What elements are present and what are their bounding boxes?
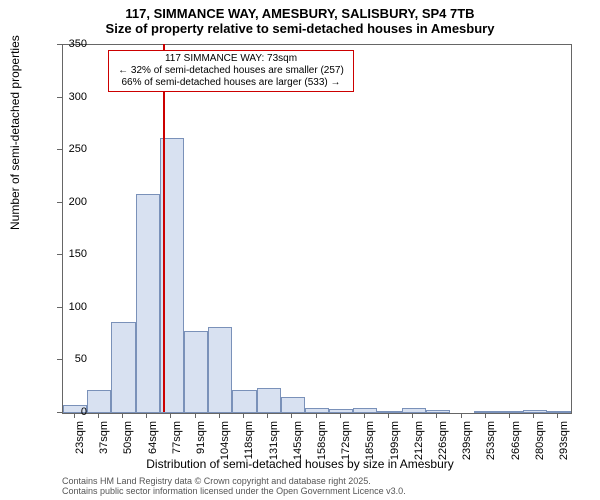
annotation-callout: 117 SIMMANCE WAY: 73sqm← 32% of semi-det… <box>108 50 354 92</box>
x-tick-mark <box>195 413 196 418</box>
histogram-bar <box>87 390 111 413</box>
x-tick-label: 172sqm <box>340 421 352 471</box>
y-axis-label: Number of semi-detached properties <box>8 35 22 230</box>
x-tick-mark <box>509 413 510 418</box>
histogram-bar <box>426 410 450 413</box>
x-tick-label: 212sqm <box>413 421 425 471</box>
x-tick-label: 253sqm <box>485 421 497 471</box>
histogram-bar <box>208 327 232 413</box>
histogram-bar <box>281 397 305 413</box>
title-main: 117, SIMMANCE WAY, AMESBURY, SALISBURY, … <box>0 6 600 21</box>
histogram-bar <box>136 194 160 413</box>
x-tick-label: 37sqm <box>98 421 110 471</box>
x-tick-label: 23sqm <box>74 421 86 471</box>
y-tick-mark <box>57 359 62 360</box>
x-tick-mark <box>485 413 486 418</box>
footer-line-1: Contains HM Land Registry data © Crown c… <box>62 476 406 486</box>
x-tick-mark <box>267 413 268 418</box>
title-sub: Size of property relative to semi-detach… <box>0 21 600 36</box>
annotation-line-2: ← 32% of semi-detached houses are smalle… <box>113 65 349 77</box>
x-tick-mark <box>219 413 220 418</box>
x-tick-label: 199sqm <box>389 421 401 471</box>
x-tick-label: 91sqm <box>195 421 207 471</box>
histogram-bar <box>377 411 401 413</box>
x-tick-label: 239sqm <box>461 421 473 471</box>
annotation-line-1: 117 SIMMANCE WAY: 73sqm <box>113 53 349 65</box>
x-tick-mark <box>146 413 147 418</box>
histogram-bar <box>257 388 281 413</box>
x-tick-mark <box>122 413 123 418</box>
histogram-bar <box>353 408 377 413</box>
y-tick-mark <box>57 307 62 308</box>
x-tick-label: 77sqm <box>171 421 183 471</box>
x-tick-label: 293sqm <box>558 421 570 471</box>
x-tick-mark <box>74 413 75 418</box>
histogram-bar <box>232 390 256 413</box>
annotation-line-3: 66% of semi-detached houses are larger (… <box>113 77 349 89</box>
y-tick-mark <box>57 202 62 203</box>
x-tick-mark <box>388 413 389 418</box>
x-tick-label: 64sqm <box>147 421 159 471</box>
x-tick-label: 50sqm <box>122 421 134 471</box>
x-tick-mark <box>533 413 534 418</box>
x-tick-label: 158sqm <box>316 421 328 471</box>
x-tick-mark <box>291 413 292 418</box>
x-tick-mark <box>316 413 317 418</box>
histogram-bar <box>474 411 498 413</box>
title-block: 117, SIMMANCE WAY, AMESBURY, SALISBURY, … <box>0 0 600 36</box>
histogram-bar <box>184 331 208 413</box>
histogram-bar <box>523 410 547 413</box>
histogram-bar <box>329 409 353 413</box>
footer-attribution: Contains HM Land Registry data © Crown c… <box>62 476 406 496</box>
y-tick-mark <box>57 44 62 45</box>
x-tick-mark <box>340 413 341 418</box>
x-tick-mark <box>436 413 437 418</box>
x-tick-mark <box>557 413 558 418</box>
x-tick-mark <box>461 413 462 418</box>
histogram-bar <box>498 411 522 413</box>
x-tick-mark <box>364 413 365 418</box>
x-tick-mark <box>170 413 171 418</box>
plot-area <box>62 44 572 414</box>
x-tick-label: 118sqm <box>243 421 255 471</box>
y-tick-mark <box>57 412 62 413</box>
y-tick-mark <box>57 97 62 98</box>
x-tick-label: 104sqm <box>219 421 231 471</box>
y-tick-mark <box>57 149 62 150</box>
x-tick-mark <box>243 413 244 418</box>
reference-line <box>163 44 165 412</box>
x-tick-label: 131sqm <box>268 421 280 471</box>
x-tick-label: 266sqm <box>510 421 522 471</box>
x-tick-mark <box>412 413 413 418</box>
x-tick-label: 185sqm <box>364 421 376 471</box>
footer-line-2: Contains public sector information licen… <box>62 486 406 496</box>
x-tick-label: 226sqm <box>437 421 449 471</box>
chart-container: 117, SIMMANCE WAY, AMESBURY, SALISBURY, … <box>0 0 600 500</box>
histogram-bar <box>111 322 135 413</box>
y-tick-mark <box>57 254 62 255</box>
x-tick-mark <box>98 413 99 418</box>
histogram-bar <box>305 408 329 413</box>
histogram-bar <box>547 411 571 413</box>
histogram-bar <box>402 408 426 413</box>
x-tick-label: 280sqm <box>534 421 546 471</box>
x-tick-label: 145sqm <box>292 421 304 471</box>
